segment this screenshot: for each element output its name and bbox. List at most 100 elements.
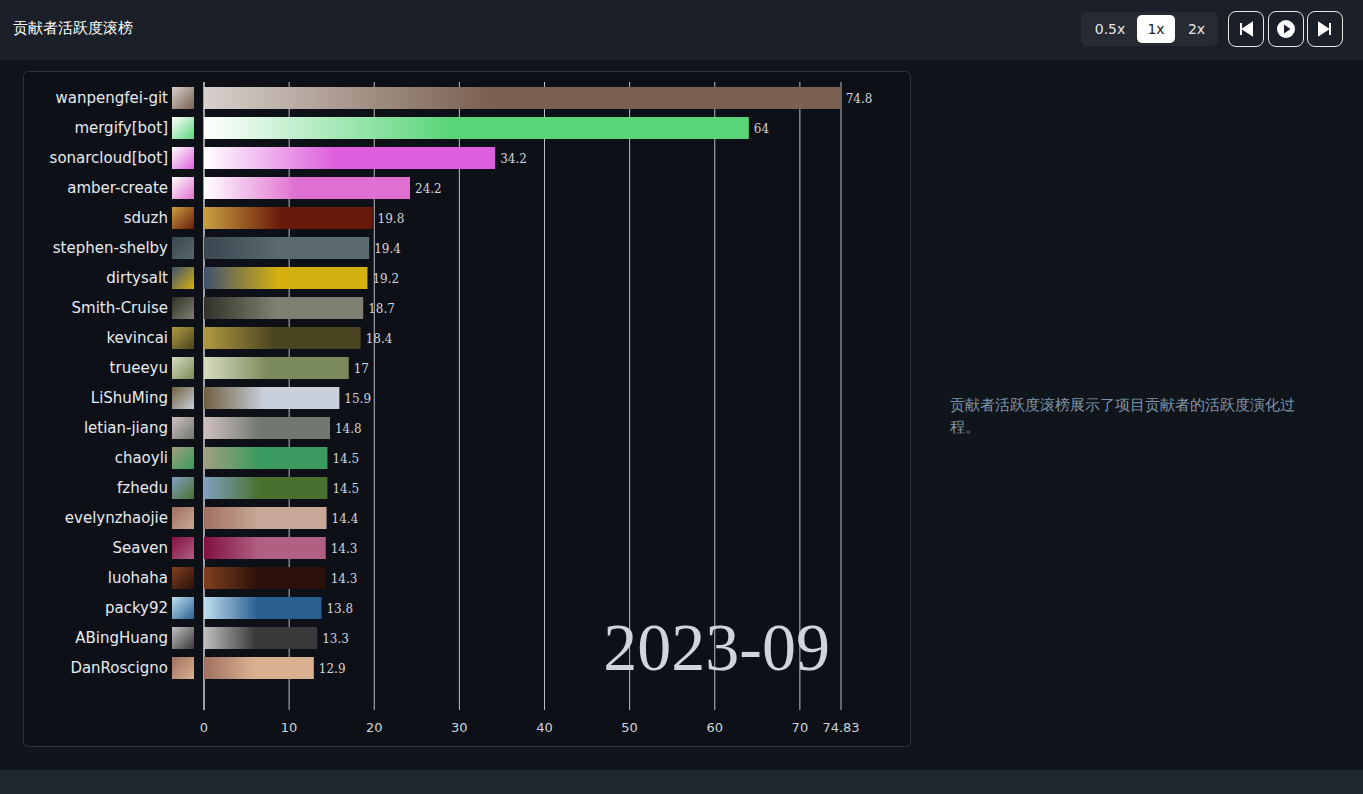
data-label: 14.4: [332, 512, 359, 526]
axis-range: [204, 710, 841, 711]
footer: [0, 770, 1363, 794]
data-label: 12.9: [319, 662, 346, 676]
prev-button[interactable]: [1228, 11, 1264, 47]
data-label: 13.3: [322, 632, 349, 646]
category-label: LiShuMing: [91, 389, 168, 407]
category-label: letian-jiang: [84, 419, 168, 437]
bar: [204, 657, 314, 679]
chart-frame: [24, 72, 911, 747]
tick-label: 74.83: [822, 720, 859, 735]
bar: [204, 387, 339, 409]
bar: [204, 177, 410, 199]
bar: [204, 447, 327, 469]
category-label: Seaven: [112, 539, 168, 557]
bar: [204, 207, 373, 229]
icon-shape: [1284, 25, 1291, 34]
grid-line: [374, 82, 375, 710]
speed-button[interactable]: 2x: [1178, 15, 1215, 43]
speed-selector: 0.5x1x2x: [1081, 12, 1218, 46]
avatar: [172, 567, 194, 589]
speed-button[interactable]: 1x: [1137, 15, 1175, 43]
avatar: [172, 537, 194, 559]
header: 贡献者活跃度滚榜 0.5x1x2x: [0, 0, 1363, 60]
bar: [204, 627, 317, 649]
category-label: packy92: [105, 599, 168, 617]
icon-shape: [1319, 23, 1330, 35]
icon: [1308, 12, 1342, 46]
data-label: 34.2: [500, 152, 527, 166]
avatar: [172, 357, 194, 379]
icon-shape: [1277, 20, 1295, 38]
category-label: chaoyli: [115, 449, 168, 467]
bar: [204, 297, 363, 319]
labels: wanpengfei-git74.8mergify[bot]64sonarclo…: [50, 87, 873, 679]
speed-button[interactable]: 0.5x: [1084, 15, 1136, 43]
data-label: 64: [754, 122, 770, 136]
data-label: 13.8: [326, 602, 353, 616]
icon-shape: [1241, 23, 1252, 35]
bar: [204, 117, 749, 139]
play-button[interactable]: [1268, 11, 1304, 47]
data-label: 24.2: [415, 182, 442, 196]
tick-label: 50: [621, 720, 638, 735]
avatar: [172, 327, 194, 349]
category-label: luohaha: [108, 569, 168, 587]
data-label: 19.8: [378, 212, 405, 226]
category-label: evelynzhaojie: [65, 509, 168, 527]
avatar: [172, 267, 194, 289]
grid-line: [459, 82, 460, 710]
bar: [204, 567, 326, 589]
tick-label: 0: [200, 720, 208, 735]
category-label: mergify[bot]: [74, 119, 168, 137]
avatar: [172, 297, 194, 319]
category-label: Smith-Cruise: [72, 299, 168, 317]
grid-line: [841, 82, 842, 710]
tick-label: 60: [706, 720, 723, 735]
data-label: 17: [354, 362, 369, 376]
bar: [204, 327, 361, 349]
tick-label: 30: [451, 720, 468, 735]
category-label: DanRoscigno: [70, 659, 168, 677]
avatar: [172, 627, 194, 649]
avatar: [172, 207, 194, 229]
tick-label: 10: [281, 720, 298, 735]
avatar: [172, 417, 194, 439]
avatar: [172, 447, 194, 469]
bar: [204, 87, 841, 109]
category-label: ABingHuang: [75, 629, 168, 647]
avatar: [172, 387, 194, 409]
description: 贡献者活跃度滚榜展示了项目贡献者的活跃度演化过程。: [950, 394, 1322, 438]
tick-label: 20: [366, 720, 383, 735]
data-label: 14.3: [331, 572, 358, 586]
avatar: [172, 477, 194, 499]
bar: [204, 267, 367, 289]
category-label: stephen-shelby: [53, 239, 168, 257]
category-label: sduzh: [124, 209, 168, 227]
data-label: 15.9: [344, 392, 371, 406]
title: 贡献者活跃度滚榜: [13, 19, 133, 38]
avatar: [172, 87, 194, 109]
bar: [204, 147, 495, 169]
category-label: trueeyu: [110, 359, 168, 377]
tick-label: 40: [536, 720, 553, 735]
data-label: 19.2: [372, 272, 399, 286]
bar: [204, 237, 369, 259]
avatar: [172, 117, 194, 139]
icon: [1229, 12, 1263, 46]
avatar: [172, 147, 194, 169]
avatar: [172, 657, 194, 679]
data-label: 14.5: [332, 482, 359, 496]
bar: [204, 507, 327, 529]
bar: [204, 597, 321, 619]
category-label: wanpengfei-git: [56, 89, 169, 107]
grid-line: [544, 82, 545, 710]
category-label: kevincai: [106, 329, 168, 347]
avatar: [172, 177, 194, 199]
date-label: 2023-09: [603, 609, 830, 685]
bar: [204, 477, 327, 499]
data-label: 14.8: [335, 422, 362, 436]
tick-label: 70: [792, 720, 809, 735]
next-button[interactable]: [1307, 11, 1343, 47]
bar: [204, 357, 349, 379]
category-label: amber-create: [67, 179, 168, 197]
